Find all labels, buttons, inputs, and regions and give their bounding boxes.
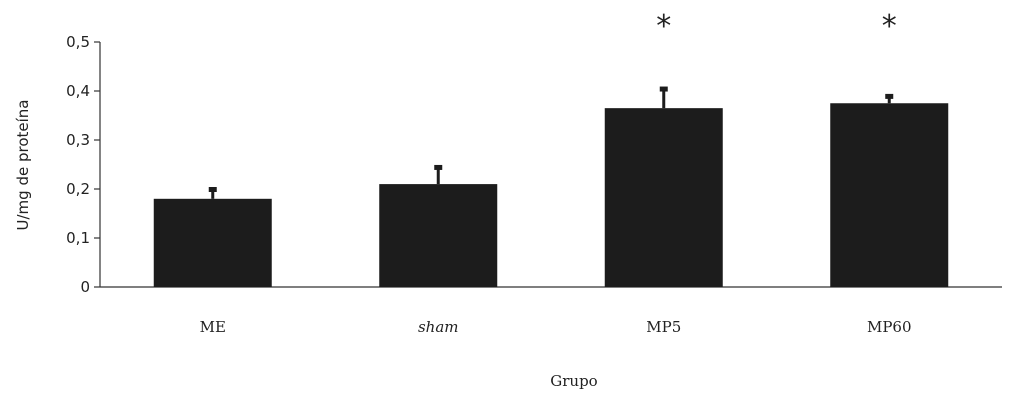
error-cap-sham — [434, 164, 443, 170]
error-cap-MP5 — [659, 86, 668, 92]
y-axis: 0 0,1 0,2 0,3 0,4 0,5 — [66, 33, 101, 296]
x-axis-title: Grupo — [550, 372, 597, 390]
y-tick-label: 0,3 — [66, 131, 90, 149]
significance-mark-MP60: * — [882, 9, 897, 44]
y-tick-label: 0,2 — [66, 180, 90, 198]
x-tick-label: ME — [200, 318, 226, 336]
y-axis-title: U/mg de proteína — [14, 100, 32, 231]
error-cap-ME — [208, 187, 217, 192]
significance-mark-MP5: * — [656, 9, 671, 44]
bar-MP60 — [830, 103, 949, 287]
significance-marks: * * — [656, 9, 897, 44]
x-tick-label: MP5 — [646, 318, 681, 336]
error-cap-MP60 — [885, 93, 894, 99]
x-axis: ME sham MP5 MP60 — [100, 286, 1002, 336]
y-tick-label: 0,1 — [66, 229, 90, 247]
bars — [153, 103, 949, 288]
y-tick-label: 0,5 — [66, 33, 90, 51]
y-tick-label: 0,4 — [66, 82, 90, 100]
bar-ME — [153, 198, 272, 287]
bar-MP5 — [604, 108, 723, 288]
y-tick-label: 0 — [80, 278, 90, 296]
error-bars — [208, 86, 894, 199]
bar-sham — [379, 184, 498, 287]
x-tick-label: MP60 — [867, 318, 912, 336]
x-tick-label: sham — [418, 318, 459, 336]
